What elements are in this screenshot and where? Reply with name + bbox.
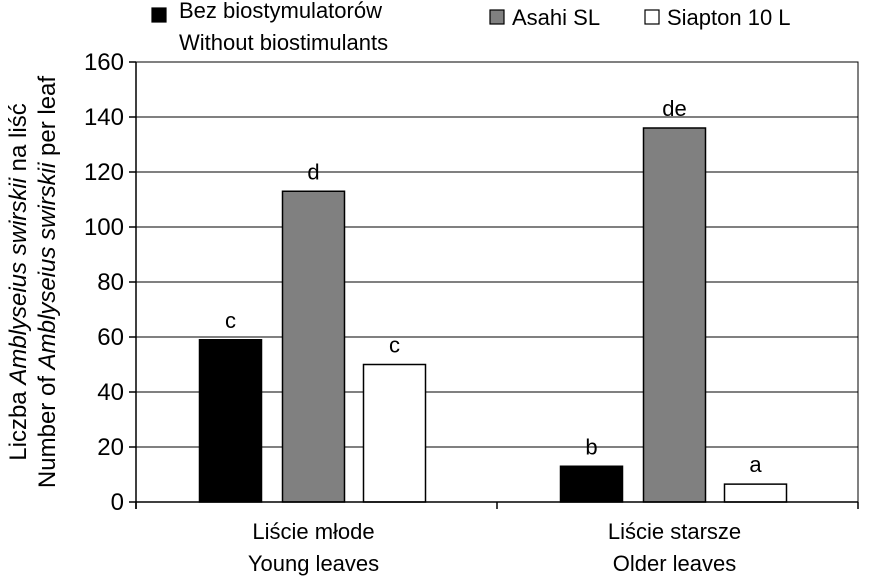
category-label-0-line2: Young leaves <box>248 551 379 576</box>
bar-0-0 <box>198 339 263 503</box>
legend-swatch-2 <box>644 9 660 25</box>
y-tick-label-120: 120 <box>84 159 124 186</box>
legend-label-1: Asahi SL <box>512 5 600 30</box>
y-tick-label-0: 0 <box>111 489 124 516</box>
bar-label-0-0: c <box>225 308 236 333</box>
y-axis-label-line2: Number of Amblyseius swirskii per leaf <box>34 76 61 488</box>
bar-label-0-2: c <box>389 333 400 358</box>
bar-label-1-1: de <box>662 96 686 121</box>
bar-1-1 <box>642 127 707 503</box>
legend-label-2: Siapton 10 L <box>667 5 791 30</box>
legend-label-0: Bez biostymulatorów <box>179 0 382 23</box>
y-tick-label-80: 80 <box>97 269 124 296</box>
category-label-0-line1: Liście młode <box>252 519 374 544</box>
legend-label-0-line2: Without biostimulants <box>179 30 388 55</box>
bar-0-1 <box>281 190 346 503</box>
category-label-1-line2: Older leaves <box>613 551 737 576</box>
bar-0-2 <box>362 363 427 503</box>
y-axis-label: Liczba Amblyseius swirskii na liśćNumber… <box>5 76 61 488</box>
bar-label-0-1: d <box>307 159 319 184</box>
y-tick-label-60: 60 <box>97 324 124 351</box>
y-tick-label-20: 20 <box>97 434 124 461</box>
bar-label-1-2: a <box>749 452 762 477</box>
legend-swatch-1 <box>489 9 505 25</box>
bar-label-1-0: b <box>585 434 597 459</box>
axes <box>129 61 859 509</box>
bar-1-2 <box>723 483 788 503</box>
y-tick-label-40: 40 <box>97 379 124 406</box>
y-tick-label-140: 140 <box>84 104 124 131</box>
labels: 0 20 40 60 80 100 120 140 160 c d c Liście młode Youn… <box>84 49 762 576</box>
legend: Bez biostymulatorów Without biostimulants… <box>151 0 791 55</box>
y-axis-label-line1: Liczba Amblyseius swirskii na liść <box>5 103 32 460</box>
bar-1-0 <box>559 465 624 503</box>
y-tick-label-160: 160 <box>84 49 124 76</box>
y-tick-label-100: 100 <box>84 214 124 241</box>
category-label-1-line1: Liście starsze <box>608 519 741 544</box>
bars <box>198 127 788 503</box>
legend-swatch-0 <box>151 7 167 23</box>
